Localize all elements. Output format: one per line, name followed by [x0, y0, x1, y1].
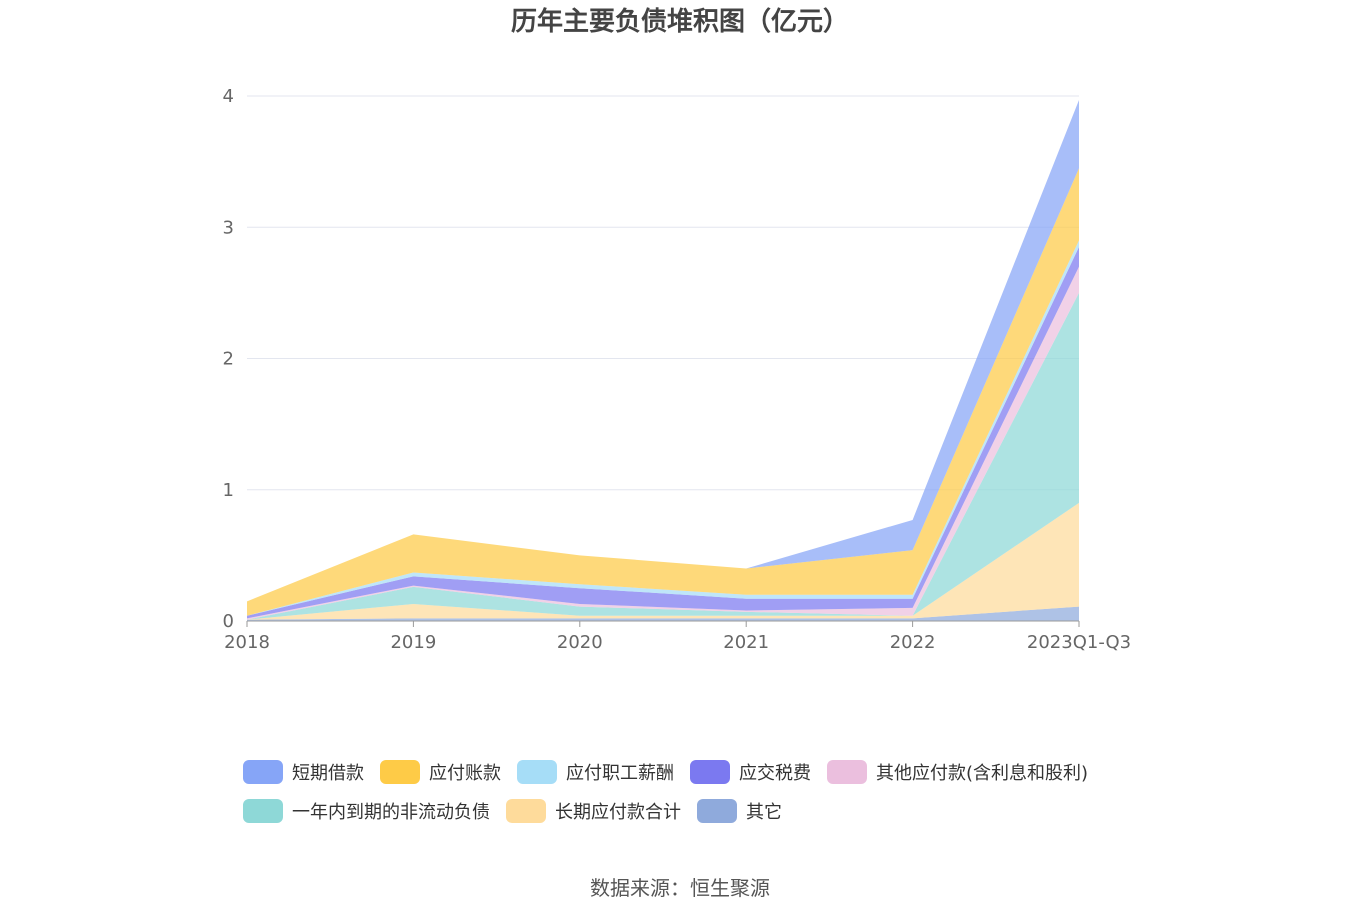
area-series-1 — [247, 502, 1079, 620]
legend-item[interactable]: 其它 — [697, 798, 782, 824]
legend-label: 应付职工薪酬 — [566, 762, 674, 784]
y-tick-label: 4 — [223, 86, 234, 107]
legend-label: 其他应付款(含利息和股利) — [876, 762, 1089, 784]
area-series-group — [247, 99, 1079, 621]
y-tick-label: 2 — [223, 349, 234, 370]
area-series-6 — [247, 168, 1079, 616]
legend-label: 长期应付款合计 — [555, 801, 681, 823]
legend-label: 应交税费 — [739, 762, 811, 784]
area-series-0 — [247, 606, 1079, 621]
chart-title: 历年主要负债堆积图（亿元） — [510, 7, 849, 37]
axes: 0 1 2 3 4 2018 2019 2020 2021 2022 2023Q1-Q3 — [223, 86, 1132, 653]
legend-label: 其它 — [746, 801, 782, 823]
legend-swatch — [243, 798, 283, 823]
y-tick-label: 3 — [223, 217, 234, 238]
legend-item[interactable]: 应付账款 — [380, 759, 501, 785]
legend-item[interactable]: 应付职工薪酬 — [517, 759, 674, 785]
y-tick-label: 0 — [223, 611, 234, 632]
stacked-area-chart: 0 1 2 3 4 2018 2019 2020 2021 2022 2023Q1-Q3 — [223, 86, 1132, 653]
y-tick-label: 1 — [223, 480, 234, 501]
legend-item[interactable]: 短期借款 — [243, 759, 364, 785]
legend-swatch — [827, 759, 867, 784]
legend-swatch — [697, 798, 737, 823]
data-source: 数据来源：恒生聚源 — [590, 876, 770, 900]
legend-item[interactable]: 应交税费 — [690, 759, 811, 785]
legend-item[interactable]: 一年内到期的非流动负债 — [243, 798, 490, 824]
x-tick-label: 2023Q1-Q3 — [1027, 632, 1131, 653]
legend-swatch — [243, 759, 283, 784]
legend-swatch — [380, 759, 420, 784]
x-tick-label: 2022 — [890, 632, 936, 653]
legend-label: 应付账款 — [429, 762, 501, 784]
x-tick-label: 2018 — [224, 632, 270, 653]
legend-item[interactable]: 其他应付款(含利息和股利) — [827, 759, 1088, 785]
legend-swatch — [690, 759, 730, 784]
x-tick-label: 2019 — [390, 632, 436, 653]
legend-label: 短期借款 — [292, 762, 364, 784]
legend-label: 一年内到期的非流动负债 — [292, 801, 490, 823]
legend-swatch — [517, 759, 557, 784]
legend-swatch — [506, 798, 546, 823]
legend-row-2: 一年内到期的非流动负债 长期应付款合计 其它 — [0, 791, 1360, 830]
legend-item[interactable]: 长期应付款合计 — [506, 798, 681, 824]
x-tick-label: 2021 — [723, 632, 769, 653]
legend-row-1: 短期借款 应付账款 应付职工薪酬 应交税费 其他应付款(含利息和股利) — [0, 752, 1360, 791]
legend: 短期借款 应付账款 应付职工薪酬 应交税费 其他应付款(含利息和股利) 一年内到期的非流… — [0, 752, 1360, 830]
x-tick-label: 2020 — [557, 632, 603, 653]
